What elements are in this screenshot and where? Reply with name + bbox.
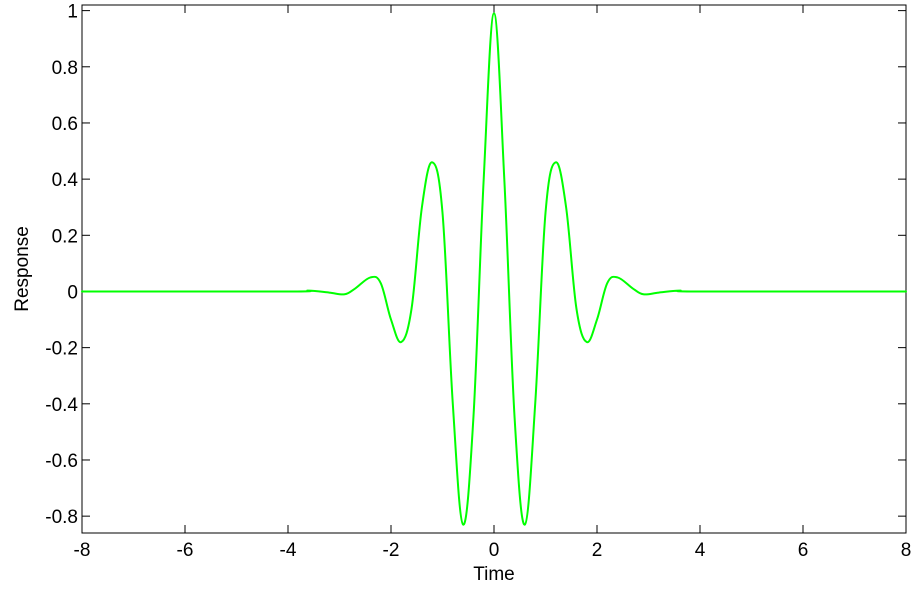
response-line <box>81 12 907 526</box>
series-layer <box>81 12 907 526</box>
y-tick-label: -0.8 <box>45 507 78 528</box>
x-tick-label: -6 <box>177 540 194 561</box>
y-tick-label: -0.6 <box>45 451 78 472</box>
y-tick-label: 0.2 <box>52 226 78 247</box>
x-tick-label: 4 <box>695 540 706 561</box>
plot-area <box>81 4 907 534</box>
x-tick-label: 8 <box>901 540 912 561</box>
y-tick-label: 0.6 <box>52 114 78 135</box>
y-tick-label: 0 <box>67 282 78 303</box>
y-tick-label: -0.2 <box>45 339 78 360</box>
y-tick-label: 0.8 <box>52 58 78 79</box>
x-tick-label: 2 <box>592 540 603 561</box>
axis-ticks: -8 -6 -4 -2 0 2 4 6 8 -0.8 -0.6 -0.4 -0.2 0 0.2 0.4 0.6 0… <box>45 2 911 561</box>
x-axis-label: Time <box>473 564 515 585</box>
x-tick-label: 0 <box>489 540 500 561</box>
y-tick-label: 1 <box>67 2 78 23</box>
x-tick-label: -4 <box>280 540 297 561</box>
x-tick-label: -2 <box>383 540 400 561</box>
x-tick-label: 6 <box>798 540 809 561</box>
y-axis-label: Response <box>12 226 33 312</box>
x-tick-label: -8 <box>74 540 91 561</box>
y-tick-label: -0.4 <box>45 395 78 416</box>
y-tick-label: 0.4 <box>52 170 79 191</box>
